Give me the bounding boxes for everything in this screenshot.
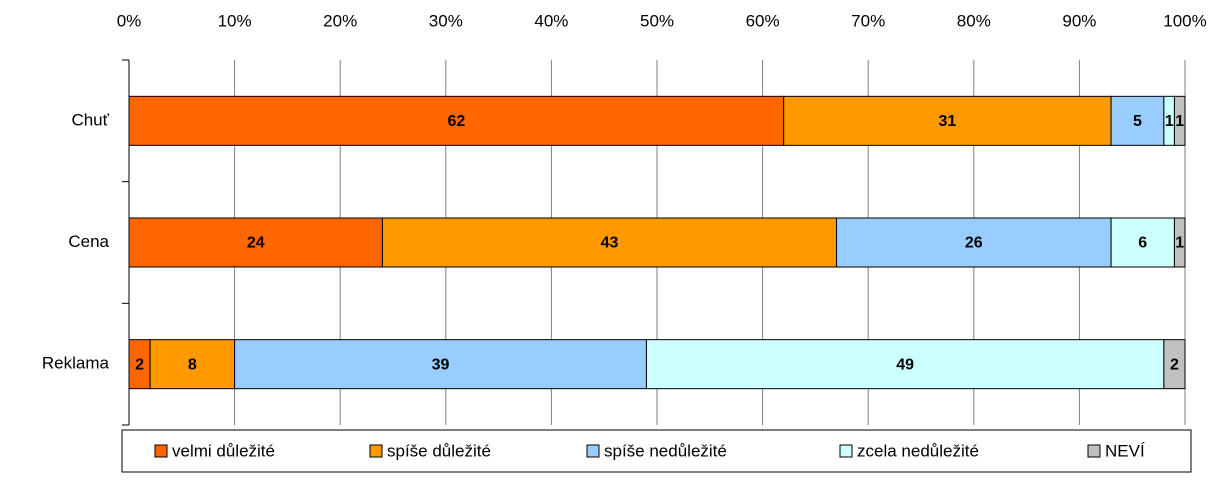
x-tick-label: 50%	[640, 11, 674, 30]
legend-swatch	[154, 444, 168, 458]
x-tick-label: 100%	[1163, 11, 1206, 30]
data-label: 49	[896, 356, 914, 373]
x-tick-label: 10%	[218, 11, 252, 30]
bar-segment	[1173, 217, 1186, 268]
x-tick-label: 90%	[1062, 11, 1096, 30]
bar-segment	[645, 339, 1165, 390]
data-label: 1	[1165, 113, 1174, 130]
bar-segment	[128, 217, 383, 268]
bar-segment	[836, 217, 1112, 268]
x-tick-label: 80%	[957, 11, 991, 30]
bar-segment	[149, 339, 236, 390]
bar-segment	[1110, 95, 1165, 146]
legend-label: spíše důležité	[387, 441, 491, 460]
legend-label: zcela nedůležité	[857, 441, 979, 460]
bar-segment	[234, 339, 647, 390]
y-tick-label: Chuť	[71, 110, 109, 129]
data-label: 6	[1138, 235, 1147, 252]
x-tick-label: 70%	[851, 11, 885, 30]
data-label: 24	[247, 235, 265, 252]
data-label: 62	[447, 113, 465, 130]
x-tick-label: 30%	[429, 11, 463, 30]
data-label: 8	[188, 356, 197, 373]
legend-swatch	[586, 444, 600, 458]
legend-swatch	[1087, 444, 1101, 458]
x-tick-label: 0%	[117, 11, 142, 30]
bar-segment	[1163, 339, 1186, 390]
x-tick-label: 40%	[534, 11, 568, 30]
legend-swatch	[369, 444, 383, 458]
bar-segment	[783, 95, 1112, 146]
bar-segment	[1110, 217, 1175, 268]
data-label: 2	[135, 356, 144, 373]
legend-label: NEVÍ	[1105, 441, 1145, 460]
bar-segment	[381, 217, 838, 268]
legend-swatch	[839, 444, 853, 458]
x-tick-label: 20%	[323, 11, 357, 30]
y-tick-label: Cena	[68, 232, 109, 251]
data-label: 43	[601, 235, 619, 252]
data-label: 2	[1170, 356, 1179, 373]
data-label: 31	[939, 113, 957, 130]
data-label: 39	[432, 356, 450, 373]
data-label: 1	[1175, 235, 1184, 252]
x-tick-label: 60%	[746, 11, 780, 30]
y-tick-label: Reklama	[42, 354, 110, 373]
bar-segment	[1173, 95, 1186, 146]
legend-label: velmi důležité	[172, 441, 275, 460]
data-label: 26	[965, 235, 983, 252]
data-label: 1	[1175, 113, 1184, 130]
bar-segment	[128, 95, 785, 146]
data-label: 5	[1133, 113, 1142, 130]
legend-box	[121, 429, 1192, 473]
legend-label: spíše nedůležité	[604, 441, 727, 460]
